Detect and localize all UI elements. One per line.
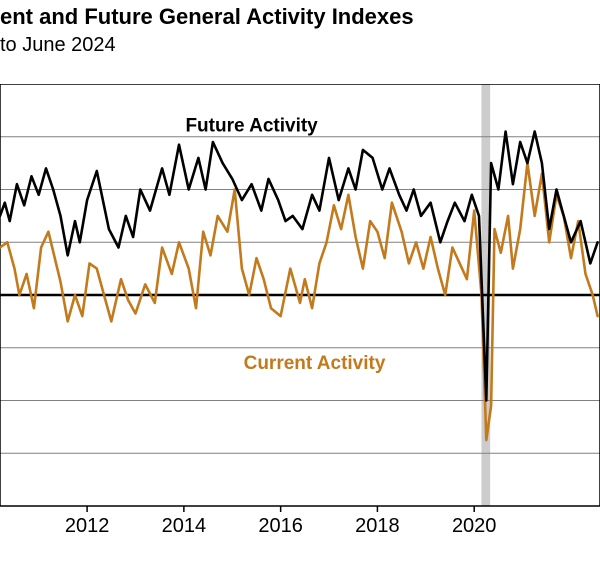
- activity-chart: 2012 2014 2016 2018 2020 Future Activity Curre…: [0, 84, 600, 540]
- x-tick-label: 2018: [355, 515, 400, 537]
- chart-title-line2: to June 2024: [0, 34, 116, 57]
- x-tick-label: 2020: [452, 515, 497, 537]
- x-tick-label: 2016: [258, 515, 303, 537]
- future-label: Future Activity: [185, 115, 318, 136]
- current-label: Current Activity: [244, 353, 386, 374]
- x-tick-label: 2014: [162, 515, 207, 537]
- chart-title-line1: ent and Future General Activity Indexes: [0, 4, 414, 30]
- x-tick-label: 2012: [65, 515, 110, 537]
